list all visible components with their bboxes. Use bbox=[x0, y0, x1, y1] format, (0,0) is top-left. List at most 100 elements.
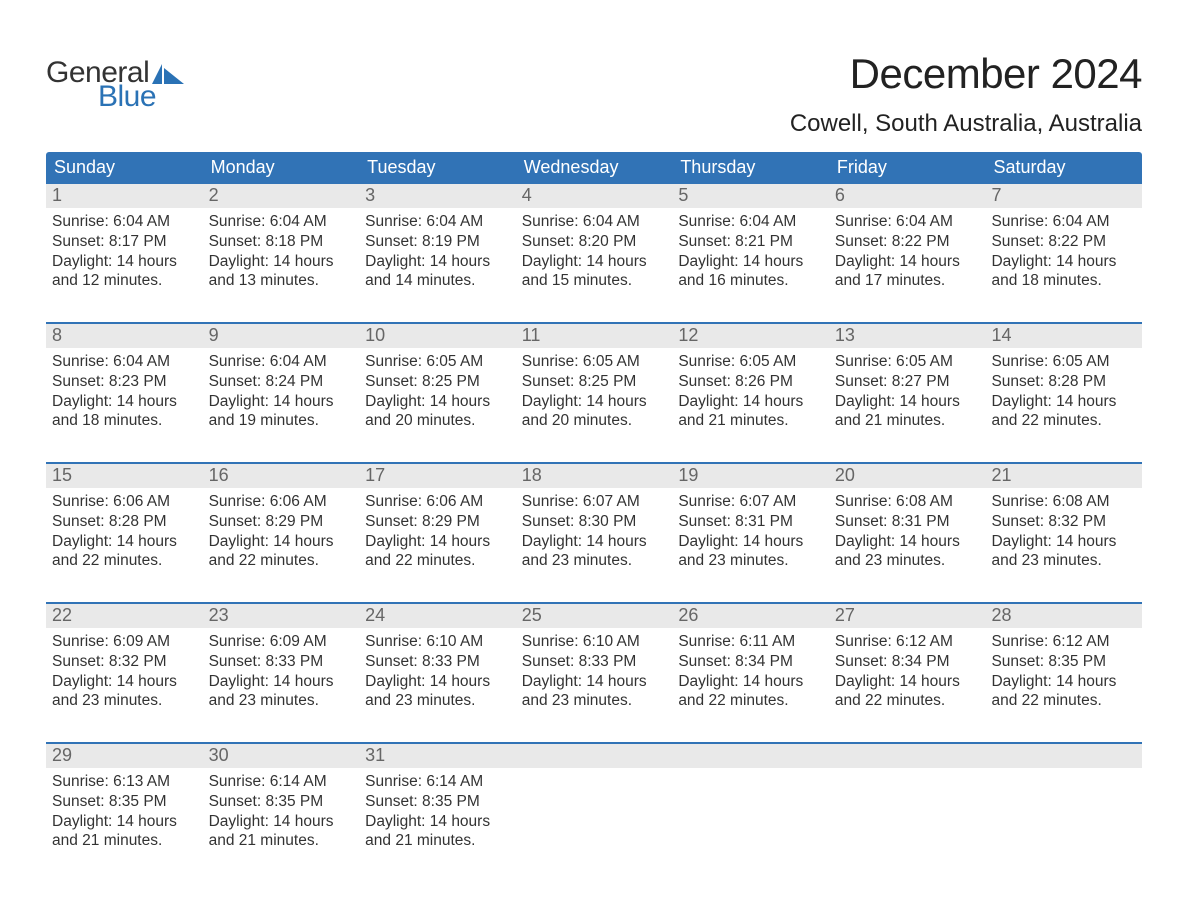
dow-friday: Friday bbox=[829, 152, 986, 184]
week-row: 8Sunrise: 6:04 AMSunset: 8:23 PMDaylight… bbox=[46, 322, 1142, 444]
logo-flag-icon bbox=[152, 64, 186, 84]
month-title: December 2024 bbox=[790, 50, 1142, 98]
day-body: Sunrise: 6:12 AMSunset: 8:34 PMDaylight:… bbox=[829, 628, 986, 717]
day-body: Sunrise: 6:09 AMSunset: 8:33 PMDaylight:… bbox=[203, 628, 360, 717]
day-cell: 8Sunrise: 6:04 AMSunset: 8:23 PMDaylight… bbox=[46, 324, 203, 444]
day-cell: 9Sunrise: 6:04 AMSunset: 8:24 PMDaylight… bbox=[203, 324, 360, 444]
day-number: 17 bbox=[359, 464, 516, 488]
day-cell: .. bbox=[829, 744, 986, 864]
day-cell: 6Sunrise: 6:04 AMSunset: 8:22 PMDaylight… bbox=[829, 184, 986, 304]
day-cell: 4Sunrise: 6:04 AMSunset: 8:20 PMDaylight… bbox=[516, 184, 673, 304]
day-cell: 31Sunrise: 6:14 AMSunset: 8:35 PMDayligh… bbox=[359, 744, 516, 864]
day-cell: .. bbox=[516, 744, 673, 864]
day-number: 4 bbox=[516, 184, 673, 208]
day-body: Sunrise: 6:04 AMSunset: 8:18 PMDaylight:… bbox=[203, 208, 360, 297]
day-body: Sunrise: 6:04 AMSunset: 8:19 PMDaylight:… bbox=[359, 208, 516, 297]
day-cell: 27Sunrise: 6:12 AMSunset: 8:34 PMDayligh… bbox=[829, 604, 986, 724]
day-body: Sunrise: 6:08 AMSunset: 8:31 PMDaylight:… bbox=[829, 488, 986, 577]
day-body: Sunrise: 6:13 AMSunset: 8:35 PMDaylight:… bbox=[46, 768, 203, 857]
day-cell: 14Sunrise: 6:05 AMSunset: 8:28 PMDayligh… bbox=[985, 324, 1142, 444]
day-number: 20 bbox=[829, 464, 986, 488]
day-cell: .. bbox=[985, 744, 1142, 864]
day-body: Sunrise: 6:04 AMSunset: 8:22 PMDaylight:… bbox=[829, 208, 986, 297]
day-number: 13 bbox=[829, 324, 986, 348]
day-cell: 15Sunrise: 6:06 AMSunset: 8:28 PMDayligh… bbox=[46, 464, 203, 584]
day-body: Sunrise: 6:07 AMSunset: 8:31 PMDaylight:… bbox=[672, 488, 829, 577]
day-number: 19 bbox=[672, 464, 829, 488]
dow-saturday: Saturday bbox=[985, 152, 1142, 184]
day-body: Sunrise: 6:04 AMSunset: 8:23 PMDaylight:… bbox=[46, 348, 203, 437]
week-row: 1Sunrise: 6:04 AMSunset: 8:17 PMDaylight… bbox=[46, 184, 1142, 304]
day-body: Sunrise: 6:06 AMSunset: 8:29 PMDaylight:… bbox=[203, 488, 360, 577]
day-number: 8 bbox=[46, 324, 203, 348]
day-body: Sunrise: 6:07 AMSunset: 8:30 PMDaylight:… bbox=[516, 488, 673, 577]
day-body: Sunrise: 6:05 AMSunset: 8:27 PMDaylight:… bbox=[829, 348, 986, 437]
day-body: Sunrise: 6:04 AMSunset: 8:24 PMDaylight:… bbox=[203, 348, 360, 437]
day-number: 23 bbox=[203, 604, 360, 628]
day-body: Sunrise: 6:11 AMSunset: 8:34 PMDaylight:… bbox=[672, 628, 829, 717]
day-number: 15 bbox=[46, 464, 203, 488]
day-cell: 19Sunrise: 6:07 AMSunset: 8:31 PMDayligh… bbox=[672, 464, 829, 584]
logo-word-blue: Blue bbox=[98, 82, 186, 112]
week-row: 29Sunrise: 6:13 AMSunset: 8:35 PMDayligh… bbox=[46, 742, 1142, 864]
day-number: 18 bbox=[516, 464, 673, 488]
day-cell: 7Sunrise: 6:04 AMSunset: 8:22 PMDaylight… bbox=[985, 184, 1142, 304]
day-body: Sunrise: 6:14 AMSunset: 8:35 PMDaylight:… bbox=[203, 768, 360, 857]
day-number: 10 bbox=[359, 324, 516, 348]
logo: General Blue bbox=[46, 50, 186, 112]
day-number: 30 bbox=[203, 744, 360, 768]
dow-sunday: Sunday bbox=[46, 152, 203, 184]
dow-wednesday: Wednesday bbox=[516, 152, 673, 184]
day-cell: 18Sunrise: 6:07 AMSunset: 8:30 PMDayligh… bbox=[516, 464, 673, 584]
day-body: Sunrise: 6:04 AMSunset: 8:20 PMDaylight:… bbox=[516, 208, 673, 297]
dow-tuesday: Tuesday bbox=[359, 152, 516, 184]
day-body: Sunrise: 6:06 AMSunset: 8:28 PMDaylight:… bbox=[46, 488, 203, 577]
day-cell: 16Sunrise: 6:06 AMSunset: 8:29 PMDayligh… bbox=[203, 464, 360, 584]
day-body: Sunrise: 6:06 AMSunset: 8:29 PMDaylight:… bbox=[359, 488, 516, 577]
day-body: Sunrise: 6:10 AMSunset: 8:33 PMDaylight:… bbox=[359, 628, 516, 717]
day-number: 1 bbox=[46, 184, 203, 208]
dow-monday: Monday bbox=[203, 152, 360, 184]
day-number: 5 bbox=[672, 184, 829, 208]
day-body: Sunrise: 6:04 AMSunset: 8:17 PMDaylight:… bbox=[46, 208, 203, 297]
day-cell: 3Sunrise: 6:04 AMSunset: 8:19 PMDaylight… bbox=[359, 184, 516, 304]
day-number: 28 bbox=[985, 604, 1142, 628]
day-body: Sunrise: 6:12 AMSunset: 8:35 PMDaylight:… bbox=[985, 628, 1142, 717]
day-number: 7 bbox=[985, 184, 1142, 208]
dow-row: Sunday Monday Tuesday Wednesday Thursday… bbox=[46, 152, 1142, 184]
day-cell: 29Sunrise: 6:13 AMSunset: 8:35 PMDayligh… bbox=[46, 744, 203, 864]
day-number: 27 bbox=[829, 604, 986, 628]
day-cell: 12Sunrise: 6:05 AMSunset: 8:26 PMDayligh… bbox=[672, 324, 829, 444]
day-cell: 22Sunrise: 6:09 AMSunset: 8:32 PMDayligh… bbox=[46, 604, 203, 724]
title-block: December 2024 Cowell, South Australia, A… bbox=[790, 50, 1142, 138]
location: Cowell, South Australia, Australia bbox=[790, 110, 1142, 138]
day-number: 14 bbox=[985, 324, 1142, 348]
day-body: Sunrise: 6:14 AMSunset: 8:35 PMDaylight:… bbox=[359, 768, 516, 857]
day-cell: 23Sunrise: 6:09 AMSunset: 8:33 PMDayligh… bbox=[203, 604, 360, 724]
day-number: 26 bbox=[672, 604, 829, 628]
dow-thursday: Thursday bbox=[672, 152, 829, 184]
day-body: Sunrise: 6:05 AMSunset: 8:26 PMDaylight:… bbox=[672, 348, 829, 437]
day-cell: 30Sunrise: 6:14 AMSunset: 8:35 PMDayligh… bbox=[203, 744, 360, 864]
day-number: 31 bbox=[359, 744, 516, 768]
day-cell: 20Sunrise: 6:08 AMSunset: 8:31 PMDayligh… bbox=[829, 464, 986, 584]
day-cell: 28Sunrise: 6:12 AMSunset: 8:35 PMDayligh… bbox=[985, 604, 1142, 724]
day-number: 22 bbox=[46, 604, 203, 628]
day-number: 11 bbox=[516, 324, 673, 348]
day-number: 12 bbox=[672, 324, 829, 348]
day-cell: .. bbox=[672, 744, 829, 864]
day-number: 24 bbox=[359, 604, 516, 628]
day-cell: 1Sunrise: 6:04 AMSunset: 8:17 PMDaylight… bbox=[46, 184, 203, 304]
week-row: 15Sunrise: 6:06 AMSunset: 8:28 PMDayligh… bbox=[46, 462, 1142, 584]
day-number: 3 bbox=[359, 184, 516, 208]
day-number: 25 bbox=[516, 604, 673, 628]
day-body: Sunrise: 6:08 AMSunset: 8:32 PMDaylight:… bbox=[985, 488, 1142, 577]
day-body: Sunrise: 6:05 AMSunset: 8:25 PMDaylight:… bbox=[516, 348, 673, 437]
day-body: Sunrise: 6:10 AMSunset: 8:33 PMDaylight:… bbox=[516, 628, 673, 717]
day-cell: 26Sunrise: 6:11 AMSunset: 8:34 PMDayligh… bbox=[672, 604, 829, 724]
day-body: Sunrise: 6:09 AMSunset: 8:32 PMDaylight:… bbox=[46, 628, 203, 717]
calendar: Sunday Monday Tuesday Wednesday Thursday… bbox=[46, 152, 1142, 864]
day-number: 6 bbox=[829, 184, 986, 208]
day-cell: 17Sunrise: 6:06 AMSunset: 8:29 PMDayligh… bbox=[359, 464, 516, 584]
day-body: Sunrise: 6:05 AMSunset: 8:28 PMDaylight:… bbox=[985, 348, 1142, 437]
